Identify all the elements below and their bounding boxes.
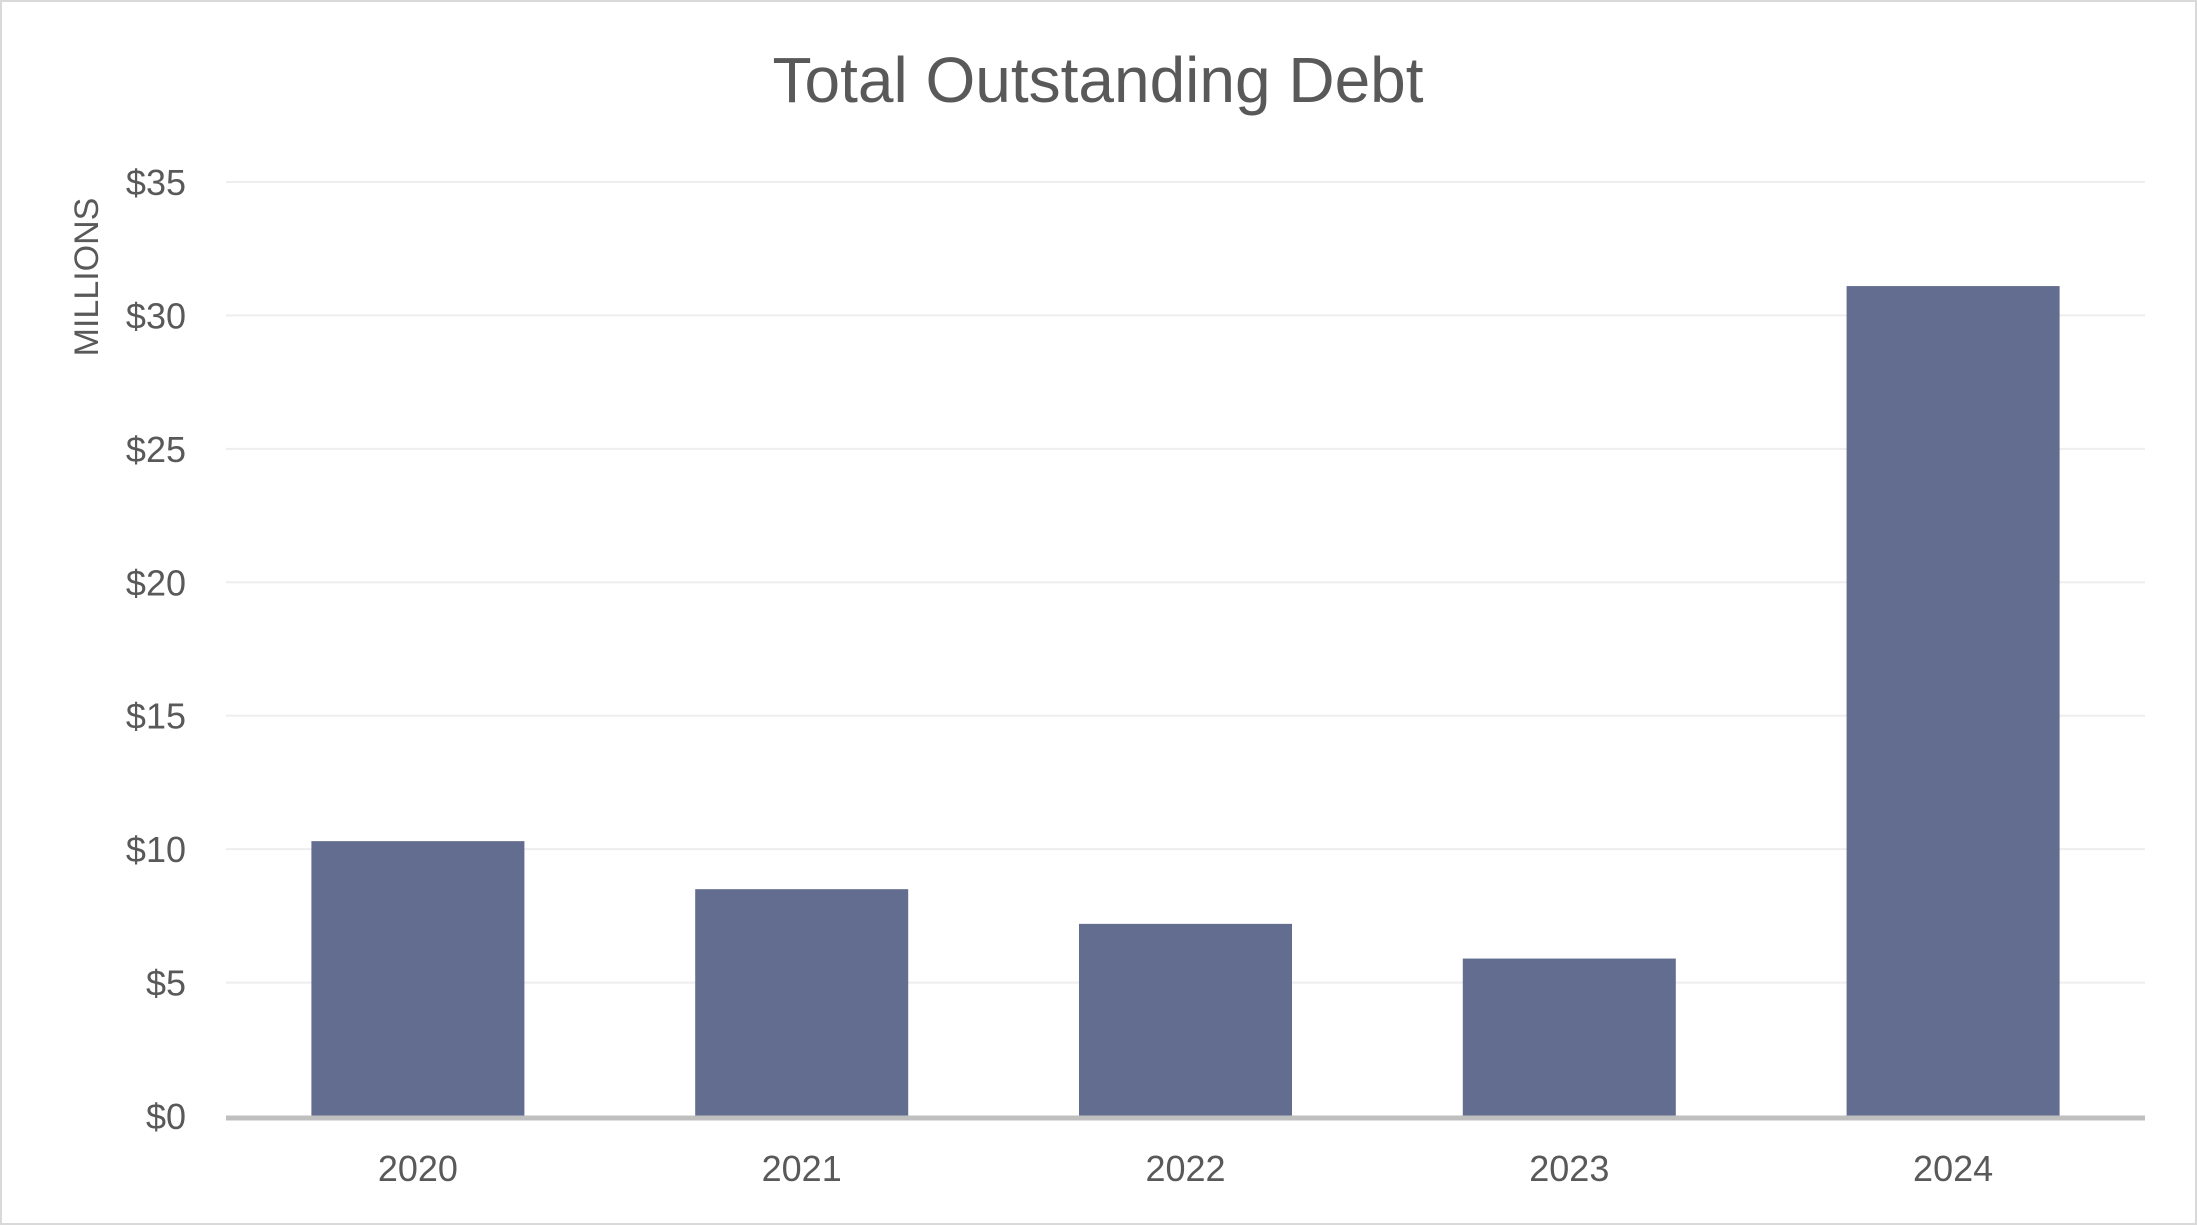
x-axis-ticks: 2020 2021 2022 2023 2024: [378, 1148, 1993, 1189]
bar-2024: [1846, 286, 2060, 1116]
chart-title: Total Outstanding Debt: [772, 44, 1423, 116]
bar-2023: [1462, 958, 1676, 1116]
y-tick-label: $35: [126, 162, 186, 203]
x-tick-label: 2022: [1145, 1148, 1225, 1189]
x-tick-label: 2023: [1529, 1148, 1609, 1189]
bar-2021: [695, 889, 909, 1116]
y-tick-label: $15: [126, 696, 186, 737]
bars: [311, 286, 2060, 1116]
y-tick-label: $30: [126, 295, 186, 336]
y-tick-label: $20: [126, 562, 186, 603]
y-tick-label: $10: [126, 829, 186, 870]
x-tick-label: 2020: [378, 1148, 458, 1189]
y-axis-ticks: $0 $5 $10 $15 $20 $25 $30 $35: [126, 162, 186, 1137]
bar-2020: [311, 841, 525, 1116]
y-tick-label: $25: [126, 429, 186, 470]
y-tick-label: $0: [146, 1096, 186, 1137]
gridlines: [226, 181, 2145, 984]
x-tick-label: 2024: [1913, 1148, 1993, 1189]
bar-2022: [1078, 923, 1293, 1116]
x-tick-label: 2021: [762, 1148, 842, 1189]
y-axis-label: MILLIONS: [68, 198, 106, 357]
y-tick-label: $5: [146, 963, 186, 1004]
